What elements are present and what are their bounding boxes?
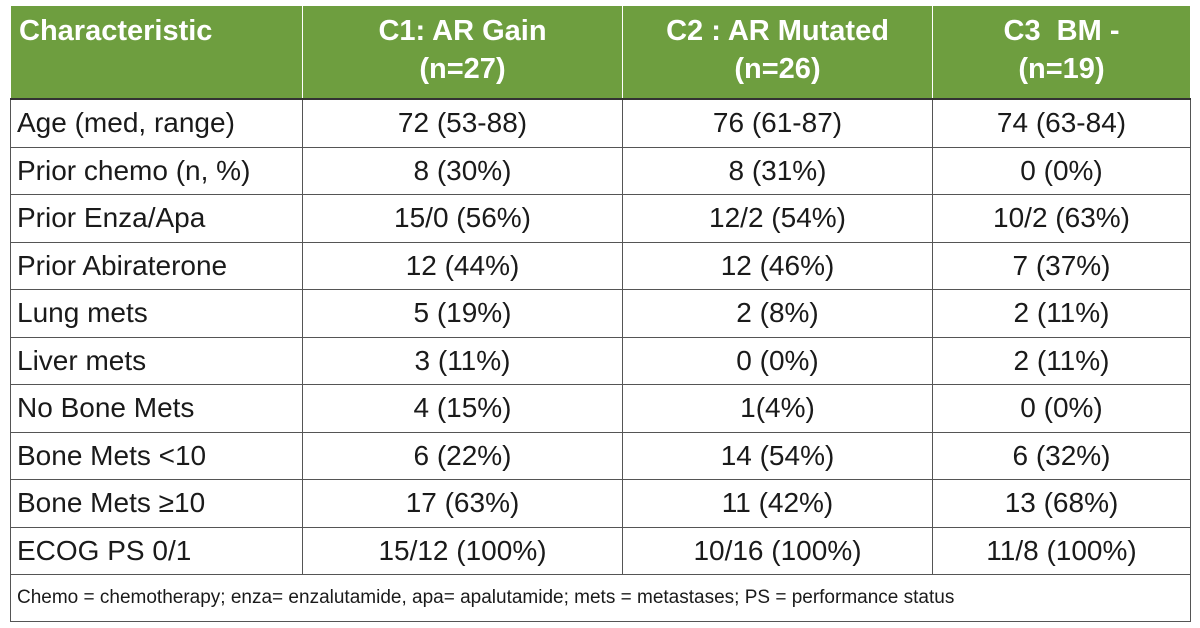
cell-c3: 13 (68%) [932,479,1191,528]
row-label: Liver mets [10,336,303,385]
footnote: Chemo = chemotherapy; enza= enzalutamide… [10,574,1191,622]
header-c2-title: C2 : AR Mutated [666,15,889,47]
cell-c3: 2 (11%) [932,289,1191,338]
table-row: ECOG PS 0/1 15/12 (100%) 10/16 (100%) 11… [10,526,1191,575]
cell-c2: 14 (54%) [622,431,933,480]
cell-c2: 12/2 (54%) [622,194,933,243]
table-row: No Bone Mets 4 (15%) 1(4%) 0 (0%) [10,384,1191,433]
cell-c3: 0 (0%) [932,384,1191,433]
header-characteristic: Characteristic [10,5,303,100]
cell-c2: 76 (61-87) [622,98,933,148]
table-row: Liver mets 3 (11%) 0 (0%) 2 (11%) [10,336,1191,385]
cell-c2: 11 (42%) [622,479,933,528]
cell-c1: 72 (53-88) [302,98,623,148]
cell-c3: 7 (37%) [932,241,1191,290]
cell-c2: 0 (0%) [622,336,933,385]
header-c3-title: C3 BM - [1003,15,1120,47]
cell-c1: 12 (44%) [302,241,623,290]
header-c2: C2 : AR Mutated (n=26) [622,5,933,100]
cell-c2: 1(4%) [622,384,933,433]
header-c1: C1: AR Gain (n=27) [302,5,623,100]
cell-c1: 15/0 (56%) [302,194,623,243]
row-label: Prior chemo (n, %) [10,146,303,195]
table-row: Prior Enza/Apa 15/0 (56%) 12/2 (54%) 10/… [10,194,1191,243]
cell-c1: 5 (19%) [302,289,623,338]
table-row: Prior chemo (n, %) 8 (30%) 8 (31%) 0 (0%… [10,146,1191,195]
table-row: Age (med, range) 72 (53-88) 76 (61-87) 7… [10,98,1191,148]
row-label: ECOG PS 0/1 [10,526,303,575]
footnote-row: Chemo = chemotherapy; enza= enzalutamide… [10,574,1191,622]
header-c1-count: (n=27) [419,53,506,85]
characteristics-table: Characteristic C1: AR Gain (n=27) C2 : A… [10,5,1191,622]
cell-c3: 11/8 (100%) [932,526,1191,575]
header-row: Characteristic C1: AR Gain (n=27) C2 : A… [10,5,1191,100]
cell-c1: 17 (63%) [302,479,623,528]
table-header: Characteristic C1: AR Gain (n=27) C2 : A… [10,5,1191,100]
cell-c1: 8 (30%) [302,146,623,195]
row-label: Bone Mets ≥10 [10,479,303,528]
cell-c3: 6 (32%) [932,431,1191,480]
row-label: Lung mets [10,289,303,338]
table-row: Bone Mets ≥10 17 (63%) 11 (42%) 13 (68%) [10,479,1191,528]
cell-c2: 12 (46%) [622,241,933,290]
row-label: No Bone Mets [10,384,303,433]
row-label: Prior Enza/Apa [10,194,303,243]
cell-c1: 4 (15%) [302,384,623,433]
cell-c2: 8 (31%) [622,146,933,195]
table-row: Lung mets 5 (19%) 2 (8%) 2 (11%) [10,289,1191,338]
characteristics-table-container: Characteristic C1: AR Gain (n=27) C2 : A… [10,5,1191,622]
table-body: Age (med, range) 72 (53-88) 76 (61-87) 7… [10,98,1191,575]
table-footer: Chemo = chemotherapy; enza= enzalutamide… [10,574,1191,622]
cell-c3: 74 (63-84) [932,98,1191,148]
cell-c2: 10/16 (100%) [622,526,933,575]
table-row: Prior Abiraterone 12 (44%) 12 (46%) 7 (3… [10,241,1191,290]
cell-c1: 6 (22%) [302,431,623,480]
header-c2-count: (n=26) [734,53,821,85]
cell-c2: 2 (8%) [622,289,933,338]
header-characteristic-label: Characteristic [19,15,213,47]
header-c3-count: (n=19) [1018,53,1105,85]
header-c1-title: C1: AR Gain [378,15,547,47]
header-c3: C3 BM - (n=19) [932,5,1191,100]
cell-c1: 3 (11%) [302,336,623,385]
row-label: Prior Abiraterone [10,241,303,290]
row-label: Bone Mets <10 [10,431,303,480]
table-row: Bone Mets <10 6 (22%) 14 (54%) 6 (32%) [10,431,1191,480]
cell-c1: 15/12 (100%) [302,526,623,575]
cell-c3: 2 (11%) [932,336,1191,385]
row-label: Age (med, range) [10,98,303,148]
cell-c3: 10/2 (63%) [932,194,1191,243]
cell-c3: 0 (0%) [932,146,1191,195]
